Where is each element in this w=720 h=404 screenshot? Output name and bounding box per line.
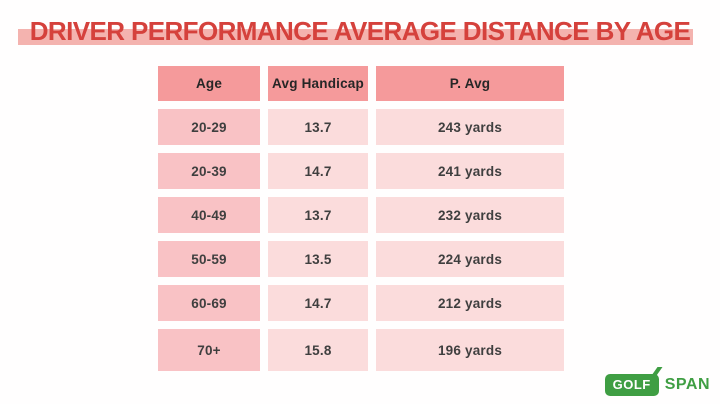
cell-avg-handicap: 13.7 [268,197,368,233]
cell-p-avg: 243 yards [376,109,564,145]
title-block: DRIVER PERFORMANCE AVERAGE DISTANCE BY A… [0,17,720,45]
golfspan-logo: GOLF SPAN [604,374,710,396]
cell-age: 20-39 [158,153,260,189]
column-header-age: Age [158,66,260,101]
cell-p-avg: 212 yards [376,285,564,321]
column-header-p-avg: P. Avg [376,66,564,101]
cell-age: 70+ [158,329,260,371]
cell-avg-handicap: 15.8 [268,329,368,371]
cell-avg-handicap: 14.7 [268,285,368,321]
cell-age: 40-49 [158,197,260,233]
page-title: DRIVER PERFORMANCE AVERAGE DISTANCE BY A… [17,16,694,46]
page-title-text: DRIVER PERFORMANCE AVERAGE DISTANCE BY A… [29,16,691,46]
title-highlight [17,29,694,45]
cell-avg-handicap: 13.5 [268,241,368,277]
cell-avg-handicap: 14.7 [268,153,368,189]
cell-p-avg: 224 yards [376,241,564,277]
cell-avg-handicap: 13.7 [268,109,368,145]
cell-p-avg: 196 yards [376,329,564,371]
cell-age: 50-59 [158,241,260,277]
span-logo-text: SPAN [664,376,710,393]
cell-age: 20-29 [158,109,260,145]
cell-p-avg: 241 yards [376,153,564,189]
cell-age: 60-69 [158,285,260,321]
cell-p-avg: 232 yards [376,197,564,233]
column-header-avg-handicap: Avg Handicap [268,66,368,101]
performance-table: Age Avg Handicap P. Avg 20-29 13.7 243 y… [158,66,564,371]
golf-logo-badge: GOLF [604,374,659,396]
